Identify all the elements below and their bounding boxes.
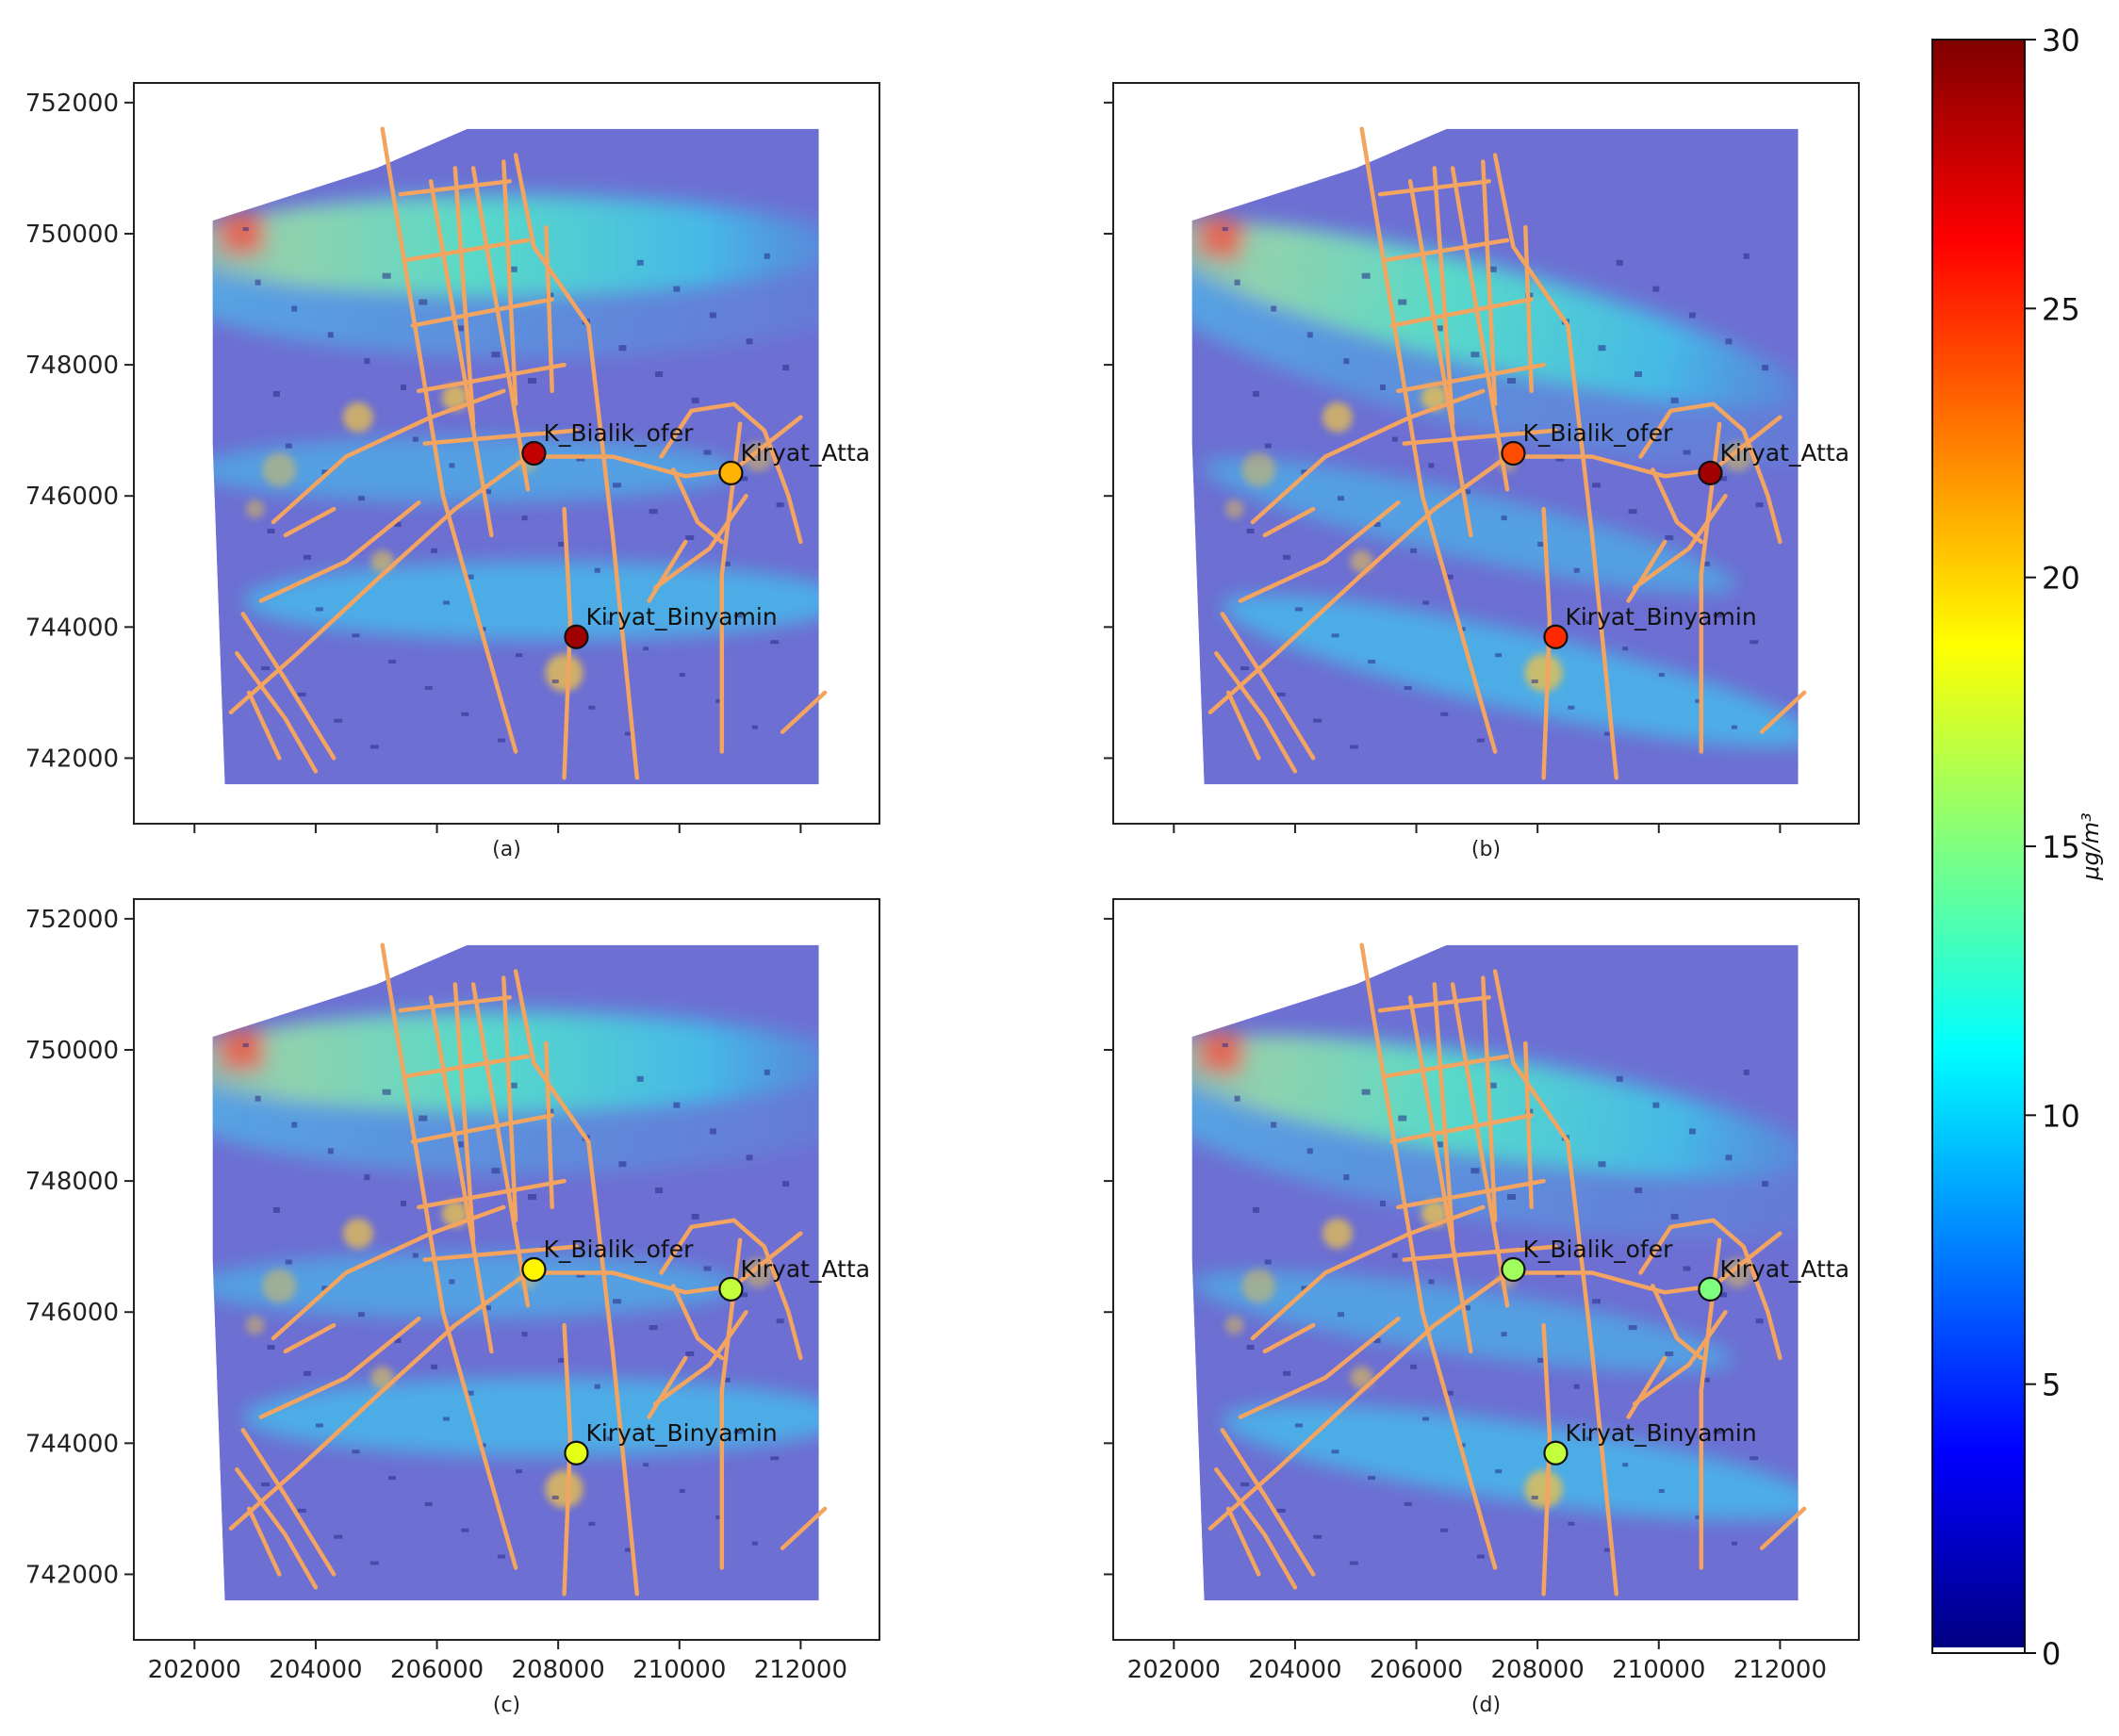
station-label: Kiryat_Binyamin xyxy=(1565,603,1756,631)
station-label: Kiryat_Atta xyxy=(740,439,870,467)
station-label: K_Bialik_ofer xyxy=(543,1236,694,1263)
x-tick-label: 206000 xyxy=(1370,1656,1463,1684)
map-panel-d: 202000 204000 206000 208000 210000 212000 (d) K… xyxy=(1104,898,1860,1717)
station-label: K_Bialik_ofer xyxy=(1522,419,1673,447)
station-label: Kiryat_Atta xyxy=(1719,439,1849,467)
panel-label: (a) xyxy=(492,838,521,861)
station-label: Kiryat_Binyamin xyxy=(1565,1419,1756,1447)
axes-frame xyxy=(133,898,880,1641)
y-tick-label: 748000 xyxy=(25,1168,119,1196)
x-tick-label: 202000 xyxy=(148,1656,241,1684)
y-tick-label: 750000 xyxy=(25,221,119,249)
station-label: Kiryat_Atta xyxy=(1719,1255,1849,1283)
axes-frame xyxy=(1112,82,1860,825)
y-tick-label: 744000 xyxy=(25,1430,119,1458)
station-marker xyxy=(521,1256,547,1283)
colorbar-gradient xyxy=(1932,40,2025,1653)
x-tick-label: 212000 xyxy=(754,1656,847,1684)
station-marker xyxy=(1501,440,1526,467)
axes-frame xyxy=(133,82,880,825)
concentration-field xyxy=(1191,944,1799,1601)
map-panel-b: (b) K_Bialik_ofer Kiryat_Atta Kiryat_Binyam… xyxy=(1104,82,1860,861)
colorbar-tick-label: 10 xyxy=(2042,1098,2080,1134)
station-marker xyxy=(1543,624,1569,649)
x-tick-label: 210000 xyxy=(1612,1656,1705,1684)
station-marker xyxy=(564,624,589,649)
station-label: K_Bialik_ofer xyxy=(543,419,694,447)
y-tick-label: 742000 xyxy=(25,745,119,773)
station-marker xyxy=(521,440,547,467)
y-tick-label: 750000 xyxy=(25,1037,119,1065)
station-marker xyxy=(1698,1276,1723,1302)
station-marker xyxy=(564,1440,589,1466)
station-marker xyxy=(1543,1440,1569,1466)
x-tick-label: 208000 xyxy=(512,1656,605,1684)
map-panel-a: 742000 744000 746000 748000 750000 752000 (a) K… xyxy=(25,82,880,861)
y-tick-label: 752000 xyxy=(25,90,119,118)
y-tick-label: 748000 xyxy=(25,352,119,380)
concentration-field xyxy=(1191,128,1799,785)
concentration-field xyxy=(212,128,819,785)
station-label: Kiryat_Atta xyxy=(740,1255,870,1283)
panel-label: (c) xyxy=(493,1694,520,1717)
y-tick-label: 746000 xyxy=(25,483,119,511)
x-tick-label: 210000 xyxy=(632,1656,726,1684)
colorbar-tick-label: 20 xyxy=(2042,561,2080,597)
colorbar-unit-label: μg/m³ xyxy=(2078,812,2104,881)
station-label: Kiryat_Binyamin xyxy=(585,1419,777,1447)
y-tick-label: 752000 xyxy=(25,906,119,934)
colorbar-tick-label: 5 xyxy=(2042,1368,2061,1403)
colorbar-tick-label: 30 xyxy=(2042,23,2080,58)
colorbar: 0 5 10 15 20 25 30 μg/m³ xyxy=(1931,23,2104,1672)
station-marker xyxy=(1501,1256,1526,1283)
x-tick-label: 212000 xyxy=(1733,1656,1827,1684)
station-label: K_Bialik_ofer xyxy=(1522,1236,1673,1263)
colorbar-tick-label: 15 xyxy=(2042,829,2080,865)
colorbar-tick-label: 25 xyxy=(2042,291,2080,327)
map-panel-c: 202000 204000 206000 208000 210000 212000 7420… xyxy=(25,898,880,1717)
y-tick-label: 746000 xyxy=(25,1299,119,1327)
panel-label: (b) xyxy=(1471,838,1501,861)
station-label: Kiryat_Binyamin xyxy=(585,603,777,631)
colorbar-tick-label: 0 xyxy=(2042,1636,2061,1672)
panel-label: (d) xyxy=(1471,1694,1501,1717)
y-tick-label: 744000 xyxy=(25,614,119,642)
axes-frame xyxy=(1112,898,1860,1641)
x-tick-label: 208000 xyxy=(1491,1656,1585,1684)
road-network xyxy=(1207,126,1807,780)
x-tick-label: 202000 xyxy=(1127,1656,1221,1684)
x-tick-label: 204000 xyxy=(1248,1656,1341,1684)
road-network xyxy=(228,126,828,780)
x-tick-label: 206000 xyxy=(390,1656,484,1684)
x-tick-label: 204000 xyxy=(269,1656,362,1684)
y-tick-label: 742000 xyxy=(25,1561,119,1589)
station-marker xyxy=(718,1276,744,1302)
station-marker xyxy=(718,460,744,485)
road-network xyxy=(1207,942,1807,1597)
station-marker xyxy=(1698,460,1723,485)
